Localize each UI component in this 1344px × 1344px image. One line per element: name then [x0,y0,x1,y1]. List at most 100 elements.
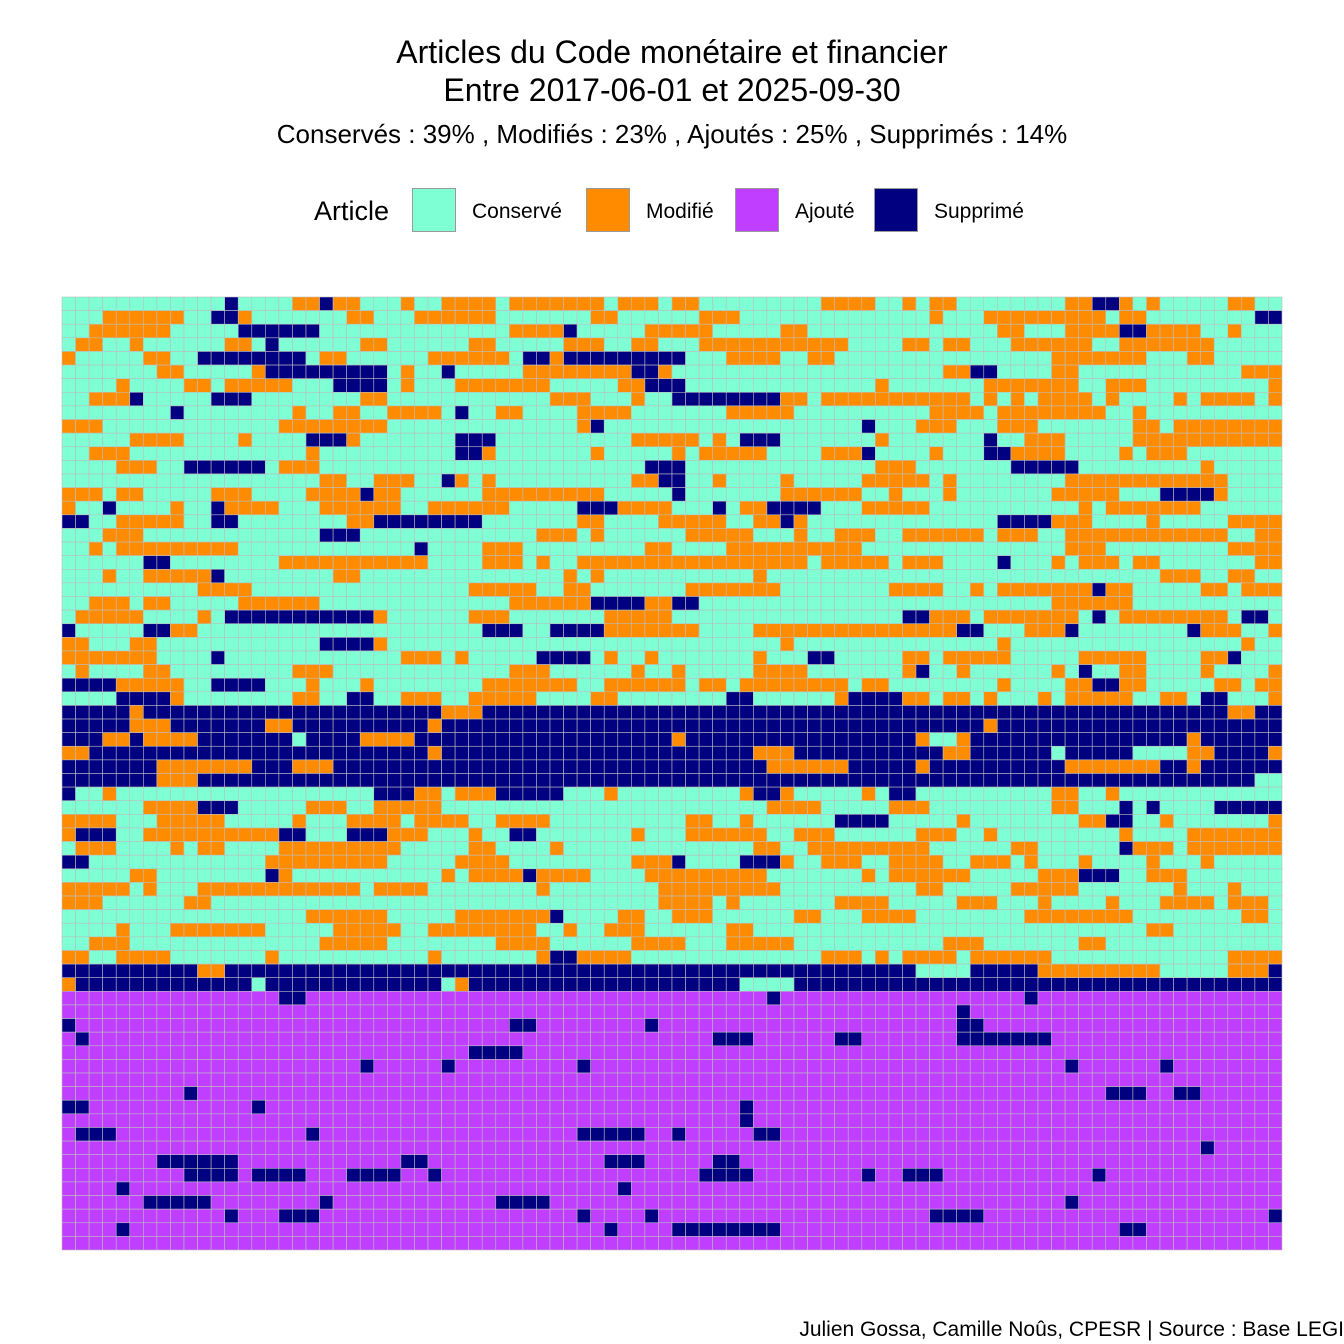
waffle-tile [183,691,198,706]
waffle-tile [631,677,646,693]
waffle-tile [359,378,375,393]
waffle-tile [780,487,795,502]
waffle-tile [88,323,103,339]
waffle-tile [387,705,402,720]
waffle-tile [468,337,483,352]
waffle-tile [61,446,76,461]
waffle-tile [115,922,131,938]
waffle-tile [603,432,619,448]
waffle-tile [373,487,388,502]
waffle-tile [346,473,361,488]
waffle-tile [1091,800,1107,815]
waffle-tile [115,528,131,543]
waffle-tile [373,1045,388,1060]
waffle-tile [1037,854,1052,870]
waffle-tile [1051,446,1066,461]
waffle-tile [658,310,673,325]
waffle-tile [861,405,876,420]
waffle-tile [1227,514,1242,529]
waffle-tile [75,460,90,475]
waffle-tile [576,473,591,488]
waffle-tile [712,950,727,965]
waffle-tile [495,432,510,448]
waffle-tile [143,351,158,366]
waffle-tile [807,745,822,761]
waffle-tile [387,296,402,311]
waffle-tile [753,814,768,829]
waffle-tile [861,609,876,625]
waffle-tile [685,732,700,747]
waffle-tile [969,977,985,992]
waffle-tile [210,718,225,733]
waffle-tile [1186,310,1201,325]
waffle-tile [1200,296,1215,311]
waffle-tile [1051,773,1066,788]
waffle-tile [1213,446,1229,461]
waffle-tile [576,1031,591,1047]
waffle-tile [631,895,646,910]
waffle-tile [590,487,605,502]
waffle-tile [753,460,768,475]
waffle-tile [265,991,280,1006]
waffle-tile [820,568,835,584]
waffle-tile [1078,909,1093,924]
waffle-tile [1254,936,1269,951]
waffle-tile [454,568,469,584]
waffle-tile [387,963,402,979]
waffle-tile [739,310,754,325]
waffle-tile [61,991,76,1006]
waffle-tile [251,446,266,461]
waffle-tile [454,814,469,829]
waffle-tile [292,1045,307,1060]
waffle-tile [983,623,998,638]
waffle-tile [265,351,280,366]
waffle-tile [156,1004,171,1019]
waffle-tile [671,868,686,883]
waffle-tile [1241,677,1256,693]
waffle-tile [603,786,619,802]
waffle-tile [753,882,768,897]
waffle-tile [766,500,781,516]
waffle-tile [929,895,944,910]
waffle-tile [1200,446,1215,461]
waffle-tile [1159,500,1174,516]
waffle-tile [332,555,347,570]
waffle-tile [766,323,781,339]
waffle-tile [373,895,388,910]
waffle-tile [319,473,334,488]
waffle-tile [997,936,1012,951]
waffle-tile [753,296,768,311]
waffle-tile [292,1031,307,1047]
waffle-tile [644,637,659,652]
waffle-tile [183,351,198,366]
waffle-tile [387,882,402,897]
waffle-tile [942,528,957,543]
waffle-tile [359,609,375,625]
waffle-tile [183,323,198,339]
waffle-tile [251,1004,266,1019]
waffle-tile [997,705,1012,720]
waffle-tile [1159,882,1174,897]
waffle-tile [1010,310,1025,325]
waffle-tile [1254,718,1269,733]
waffle-tile [305,432,320,448]
waffle-tile [753,895,768,910]
waffle-tile [956,854,971,870]
waffle-tile [400,977,415,992]
waffle-tile [915,854,930,870]
waffle-tile [1037,827,1052,842]
waffle-tile [522,555,537,570]
waffle-tile [780,337,795,352]
waffle-tile [1078,568,1093,584]
waffle-tile [590,446,605,461]
waffle-tile [1146,528,1161,543]
waffle-tile [698,773,713,788]
waffle-tile [536,568,551,584]
waffle-tile [753,337,768,352]
waffle-tile [224,1018,239,1033]
waffle-tile [414,446,429,461]
waffle-tile [319,895,334,910]
waffle-tile [1241,786,1256,802]
waffle-tile [576,637,591,652]
waffle-tile [847,786,863,802]
